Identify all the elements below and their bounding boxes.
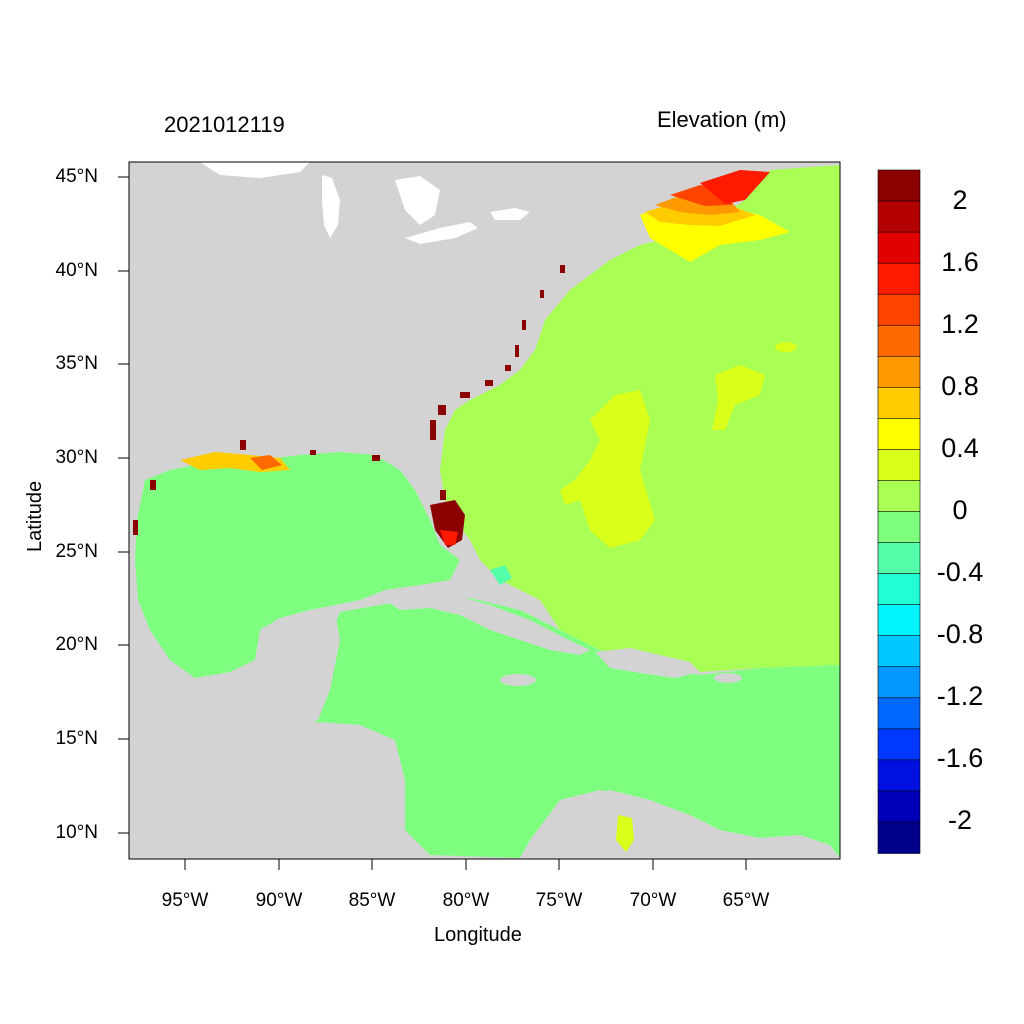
colorbar-swatch xyxy=(877,418,921,451)
x-axis-title: Longitude xyxy=(434,924,522,946)
atlantic-anomaly-2 xyxy=(712,365,765,430)
gulf-of-mexico xyxy=(135,452,460,678)
atlantic-anomaly-3 xyxy=(775,342,797,352)
puerto-rico xyxy=(714,673,742,683)
colorbar-label: 0.8 xyxy=(941,371,979,401)
colorbar-swatch xyxy=(877,387,921,420)
x-tick-label: 95°W xyxy=(161,890,209,911)
colorbar-swatch xyxy=(877,573,921,606)
lake-huron xyxy=(395,176,440,225)
colorbar-swatch xyxy=(877,697,921,730)
colorbar-swatch xyxy=(877,821,921,854)
y-tick-label: 35°N xyxy=(55,353,98,374)
y-tick-label: 40°N xyxy=(55,260,98,281)
atlantic-anomaly xyxy=(560,390,655,548)
x-tick-label: 70°W xyxy=(629,890,677,911)
cuba xyxy=(385,590,590,655)
colorbar-swatch xyxy=(877,511,921,544)
colorbar-swatch xyxy=(877,200,921,233)
lake-michigan xyxy=(322,175,340,238)
x-tick-label: 65°W xyxy=(722,890,770,911)
hispaniola xyxy=(595,648,700,678)
bahamas-shoal xyxy=(490,565,512,585)
colorbar-swatch xyxy=(877,324,921,358)
colorbar-swatch xyxy=(877,355,921,389)
x-tick-label: 80°W xyxy=(442,890,490,911)
lake-superior xyxy=(200,162,310,178)
lake-ontario xyxy=(490,208,530,220)
map-frame xyxy=(128,161,841,860)
colorbar-label: -1.2 xyxy=(936,681,984,711)
colorbar-swatch xyxy=(877,790,921,823)
colorbar-swatch xyxy=(877,604,921,637)
y-tick-label: 25°N xyxy=(55,541,98,562)
lake-erie xyxy=(405,222,478,244)
colorbar-label: -0.4 xyxy=(936,557,984,587)
colorbar-swatch xyxy=(877,293,921,327)
x-tick-label: 85°W xyxy=(348,890,396,911)
colorbar-swatch xyxy=(877,262,921,295)
yucatan-peninsula xyxy=(240,612,340,725)
date-title: 2021012119 xyxy=(164,112,285,137)
y-tick-label: 45°N xyxy=(55,166,98,187)
colorbar-swatch xyxy=(877,542,921,575)
central-america xyxy=(129,718,430,858)
lake-maracaibo xyxy=(616,815,634,852)
x-tick-label: 75°W xyxy=(535,890,583,911)
colorbar-swatch xyxy=(877,231,921,264)
colorbar-label: 1.2 xyxy=(941,309,979,339)
colorbar-swatch xyxy=(877,759,921,792)
colorbar xyxy=(877,169,921,854)
variable-title: Elevation (m) xyxy=(657,107,787,132)
y-tick-label: 30°N xyxy=(55,447,98,468)
colorbar-label: 0 xyxy=(952,495,968,525)
colorbar-label: -2 xyxy=(947,805,972,835)
colorbar-label: 2 xyxy=(952,185,968,215)
colorbar-swatch xyxy=(877,449,921,482)
south-america xyxy=(530,790,840,858)
y-tick-label: 15°N xyxy=(55,728,98,749)
tick-marks xyxy=(118,176,747,870)
colorbar-swatch xyxy=(877,728,921,761)
map-area xyxy=(129,162,840,859)
colorbar-label: -0.8 xyxy=(936,619,984,649)
x-tick-label: 90°W xyxy=(255,890,303,911)
colorbar-swatch xyxy=(877,480,921,513)
colorbar-label: -1.6 xyxy=(936,743,984,773)
coastal-surge-dots xyxy=(133,265,565,535)
jamaica xyxy=(500,674,536,686)
y-tick-label: 20°N xyxy=(55,634,98,655)
colorbar-swatch xyxy=(877,169,921,202)
y-tick-label: 10°N xyxy=(55,822,98,843)
colorbar-label: 1.6 xyxy=(941,247,979,277)
colorbar-label: 0.4 xyxy=(941,433,979,463)
colorbar-swatch xyxy=(877,635,921,668)
caribbean-sea xyxy=(315,598,840,858)
colorbar-swatch xyxy=(877,666,921,699)
